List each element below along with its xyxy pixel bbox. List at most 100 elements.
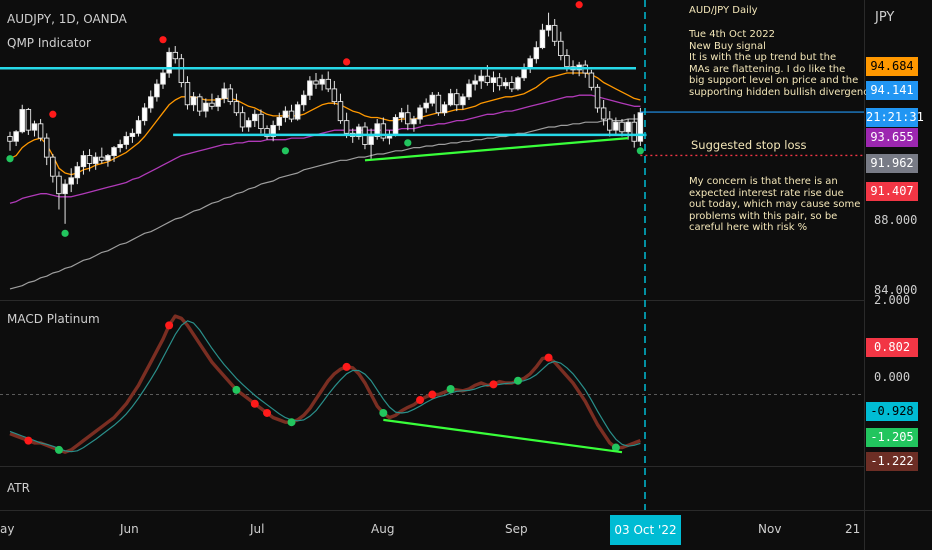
- candle-up: [490, 77, 497, 83]
- candle-up: [392, 117, 399, 136]
- candle-up: [429, 94, 436, 104]
- macd-badge: -0.928: [866, 402, 918, 421]
- candle-up: [307, 80, 313, 96]
- candle-up: [105, 155, 111, 161]
- candle-up: [13, 131, 19, 142]
- candle-down: [264, 128, 270, 137]
- candle-down: [258, 113, 264, 130]
- candle-up: [625, 121, 631, 133]
- candle-up: [276, 117, 283, 126]
- price-tick-88: 88.000: [874, 213, 918, 227]
- candle-down: [454, 93, 460, 106]
- candle-down: [50, 156, 56, 177]
- macd-badge: -1.222: [866, 452, 918, 471]
- candle-up: [31, 123, 38, 131]
- macd-divergence-line: [383, 418, 623, 454]
- candle-down: [43, 137, 50, 158]
- candle-down: [564, 55, 570, 68]
- candle-up: [92, 156, 99, 164]
- candle-down: [588, 72, 595, 88]
- qmp-buy-dot: [6, 155, 14, 163]
- candle-up: [423, 102, 429, 109]
- candle-up: [502, 82, 509, 87]
- candle-down: [484, 75, 491, 83]
- qmp-buy-dot: [281, 147, 289, 155]
- qmp-sell-dot: [343, 58, 351, 66]
- macd-buy-dot: [232, 385, 241, 394]
- qmp-buy-dot: [404, 139, 412, 147]
- candle-up: [301, 94, 307, 106]
- candle-down: [172, 51, 178, 60]
- candle-down: [227, 88, 234, 103]
- note-title: AUD/JPY Daily: [689, 5, 758, 16]
- price-badge: 91.407: [866, 182, 918, 201]
- candle-up: [374, 123, 380, 137]
- qmp-sell-dot: [49, 110, 57, 118]
- concern-note: My concern is that there is an expected …: [689, 176, 861, 233]
- candle-up: [478, 75, 484, 82]
- candle-up: [447, 93, 454, 106]
- candle-up: [203, 102, 209, 112]
- time-label-may: ay: [0, 522, 15, 536]
- macd-buy-dot: [379, 408, 388, 417]
- macd-sell-dot: [165, 321, 174, 330]
- candle-up: [294, 104, 301, 120]
- qmp-buy-dot: [636, 147, 644, 155]
- macd-sell-dot: [250, 399, 259, 408]
- price-badge: 93.655: [866, 128, 918, 147]
- candle-down: [343, 120, 350, 134]
- candle-down: [435, 94, 442, 114]
- qmp-indicator-label[interactable]: QMP Indicator: [7, 36, 91, 50]
- qmp-buy-dot: [61, 229, 69, 237]
- candle-down: [313, 80, 319, 85]
- candle-up: [80, 155, 87, 168]
- candle-up: [135, 120, 142, 134]
- candle-up: [356, 126, 362, 137]
- ema-fast-line: [9, 72, 641, 176]
- macd-sell-dot: [342, 362, 351, 371]
- candle-up: [19, 109, 25, 133]
- stop-loss-note: Suggested stop loss: [691, 138, 807, 152]
- price-badge: 91.962: [866, 154, 918, 173]
- price-pane[interactable]: [6, 1, 644, 290]
- atr-label[interactable]: ATR: [7, 481, 30, 495]
- candle-up: [111, 147, 117, 157]
- price-badge: 94.684: [866, 57, 918, 76]
- time-label-sep: Sep: [505, 522, 528, 536]
- candle-up: [252, 113, 258, 122]
- candle-down: [196, 96, 203, 112]
- candle-down: [509, 82, 515, 90]
- candle-up: [411, 118, 417, 125]
- candle-up: [282, 110, 289, 118]
- macd-pane[interactable]: [9, 314, 641, 454]
- ema-slow-line: [9, 118, 641, 290]
- candle-up: [215, 97, 221, 107]
- candle-up: [460, 96, 466, 106]
- candle-down: [233, 101, 240, 114]
- symbol-title[interactable]: AUDJPY, 1D, OANDA: [7, 12, 127, 26]
- macd-buy-dot: [446, 384, 455, 393]
- macd-signal-line: [9, 320, 641, 453]
- candle-up: [141, 107, 148, 122]
- qmp-sell-dot: [575, 1, 583, 9]
- price-badge: 21:21:31: [866, 108, 924, 127]
- time-label-nov: Nov: [758, 522, 782, 536]
- candle-up: [515, 77, 521, 90]
- candle-up: [148, 96, 154, 109]
- macd-platinum-label[interactable]: MACD Platinum: [7, 312, 100, 326]
- candle-up: [527, 58, 533, 69]
- candle-down: [239, 112, 246, 128]
- candle-up: [190, 96, 197, 106]
- candle-down: [594, 86, 601, 109]
- candle-down: [619, 121, 625, 133]
- candle-up: [221, 88, 227, 99]
- time-label-jul: Jul: [250, 522, 265, 536]
- candle-down: [607, 118, 613, 131]
- macd-sell-dot: [544, 353, 553, 362]
- candle-down: [325, 78, 331, 90]
- macd-sell-dot: [263, 408, 272, 417]
- candle-up: [441, 104, 448, 114]
- candle-up: [270, 124, 276, 137]
